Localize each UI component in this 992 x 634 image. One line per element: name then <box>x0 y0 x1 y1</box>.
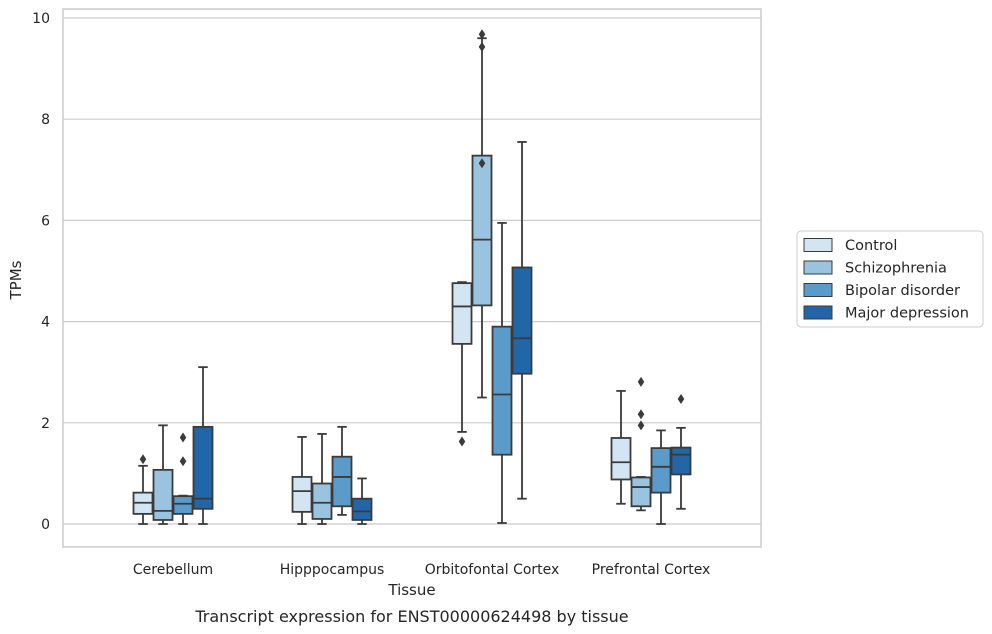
box-2-0 <box>172 432 194 525</box>
box-3-2 <box>511 141 533 500</box>
box-0-2 <box>451 281 473 447</box>
x-tick-label: Prefrontal Cortex <box>592 562 711 578</box>
box-iqr <box>172 495 194 515</box>
x-tick-label: Hipppocampus <box>280 562 385 578</box>
outlier-point <box>179 456 187 467</box>
outlier-point <box>139 454 147 465</box>
box-iqr <box>670 446 692 476</box>
y-axis-label: TPMs <box>7 260 25 300</box>
legend: Control Schizophrenia Bipolar disorder Majo… <box>796 230 984 328</box>
outlier-point <box>637 409 645 420</box>
legend-frame <box>796 230 984 328</box>
box-iqr <box>511 266 533 375</box>
outlier-point <box>478 158 486 169</box>
box-iqr <box>311 482 333 520</box>
legend-label: Bipolar disorder <box>845 283 960 299</box>
box-2-3 <box>650 429 672 525</box>
y-tick-label: 6 <box>41 213 50 229</box>
y-tick-label: 8 <box>41 112 50 128</box>
box-iqr <box>630 476 652 508</box>
x-axis-label: Tissue <box>387 581 435 599</box>
x-tick-label: Orbitofontal Cortex <box>425 562 560 578</box>
x-tick-labels: Cerebellum Hipppocampus Orbitofontal Corte… <box>133 562 710 578</box>
box-3-0 <box>192 366 214 525</box>
box-iqr <box>351 497 373 521</box>
box-1-0 <box>152 424 174 525</box>
box-2-2 <box>491 222 513 524</box>
plot-area <box>63 9 761 547</box>
box-1-2 <box>471 29 493 399</box>
box-iqr <box>192 425 214 510</box>
legend-swatch <box>803 260 833 275</box>
y-tick-labels: 0 2 4 6 8 10 <box>32 11 50 533</box>
y-tick-label: 4 <box>41 315 50 331</box>
legend-swatch <box>803 238 833 252</box>
y-tick-label: 2 <box>41 416 50 432</box>
outlier-point <box>478 29 486 40</box>
box-3-1 <box>351 477 373 525</box>
x-tick-label: Cerebellum <box>133 562 213 578</box>
y-tick-label: 10 <box>32 11 50 27</box>
boxes <box>132 29 692 525</box>
box-0-1 <box>291 436 313 525</box>
figure-caption: Transcript expression for ENST0000062449… <box>194 607 628 626</box>
legend-label: Major depression <box>845 306 969 322</box>
box-iqr <box>471 154 493 307</box>
box-0-3 <box>610 390 632 505</box>
y-tick-label: 0 <box>41 517 50 533</box>
legend-label: Schizophrenia <box>845 261 947 277</box>
box-iqr <box>291 476 313 513</box>
outlier-point <box>179 432 187 443</box>
legend-label: Control <box>845 238 897 254</box>
outlier-point <box>637 376 645 387</box>
box-iqr <box>331 455 353 508</box>
legend-swatch <box>803 283 833 297</box>
outlier-point <box>458 436 466 447</box>
box-iqr <box>152 468 174 521</box>
box-3-3 <box>670 394 692 510</box>
legend-swatch <box>803 305 833 320</box>
box-1-1 <box>311 433 333 525</box>
box-iqr <box>451 282 473 345</box>
box-1-3 <box>630 376 652 512</box>
box-iqr <box>491 325 513 456</box>
outlier-point <box>677 394 685 405</box>
outlier-point <box>478 41 486 52</box>
box-2-1 <box>331 425 353 516</box>
outlier-point <box>637 420 645 431</box>
box-iqr <box>610 437 632 481</box>
box-0-0 <box>132 454 154 525</box>
plot-frame <box>62 8 762 548</box>
box-iqr <box>650 447 672 494</box>
